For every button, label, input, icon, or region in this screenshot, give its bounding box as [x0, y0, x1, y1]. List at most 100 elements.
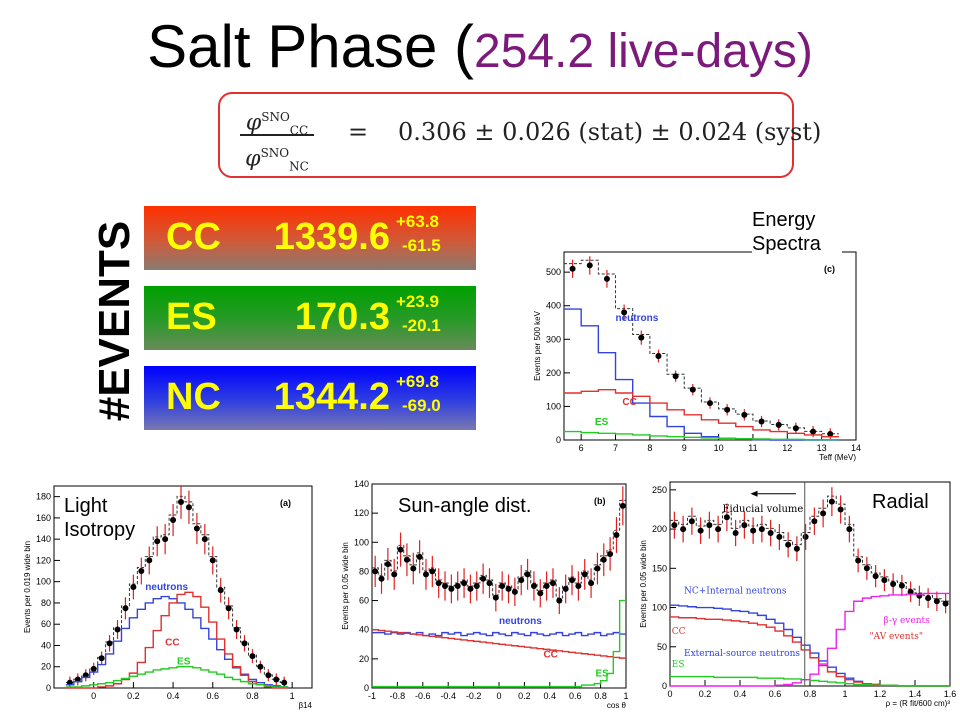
- radial-data-point-21: [855, 557, 862, 564]
- radial-data-point-8: [741, 522, 748, 529]
- energy-label-es: ES: [595, 417, 609, 428]
- radial-data-point-26: [898, 582, 905, 589]
- isotropy-y-tick-label-2: 40: [41, 640, 51, 650]
- sun-data-point-20: [499, 583, 506, 589]
- events-minus-nc: -69.0: [402, 396, 441, 415]
- radial-y-tick-label-5: 250: [652, 485, 667, 495]
- sun-x-tick-label-3: -0.4: [440, 691, 456, 701]
- energy-spectra-caption: Energy Spectra: [752, 208, 842, 256]
- events-box-cc: CC 1339.6 +63.8 -61.5: [144, 206, 476, 270]
- sun-x-tick-label-8: 0.6: [569, 691, 582, 701]
- sun-data-point-5: [403, 556, 410, 563]
- isotropy-x-tick-label-1: 0.2: [127, 691, 140, 701]
- isotropy-y-axis-label: Events per 0.019 wide bin: [23, 541, 32, 633]
- sun-data-point-13: [454, 583, 461, 589]
- radial-data-point-9: [750, 527, 757, 534]
- sun-y-axis-label: Events per 0.05 wide bin: [341, 542, 350, 630]
- slide-title: Salt Phase (254.2 live-days): [0, 12, 960, 87]
- energy-x-tick-label-1: 7: [613, 443, 618, 453]
- isotropy-data-point-23: [249, 653, 256, 660]
- radial-data-point-11: [767, 530, 774, 536]
- energy-data-point-0: [569, 265, 576, 272]
- radial-data-point-20: [846, 526, 853, 533]
- radial-series-events: [670, 592, 950, 687]
- radial-data-point-27: [907, 588, 914, 595]
- title-main: Salt Phase (: [147, 13, 474, 80]
- isotropy-panel-tag: (a): [280, 498, 291, 508]
- isotropy-y-tick-label-3: 60: [41, 619, 51, 629]
- sun-data-point-1: [378, 575, 385, 582]
- radial-data-point-6: [723, 514, 730, 521]
- sun-data-point-37: [607, 550, 614, 557]
- sun-series-cc: [372, 629, 626, 659]
- isotropy-data-point-21: [233, 626, 240, 633]
- isotropy-y-tick-label-1: 20: [41, 662, 51, 672]
- radial-data-point-15: [802, 533, 809, 540]
- energy-data-point-4: [638, 334, 645, 341]
- radial-chart: 0 0.2 0.4 0.6 0.8 1 1.2 1.4 1.6 0 50 100 150 200 250 ρ …: [639, 481, 956, 708]
- energy-y-tick-label-2: 200: [546, 368, 561, 378]
- sun-x-tick-label-5: 0: [496, 691, 501, 701]
- sun-data-point-34: [588, 580, 595, 587]
- sun-angle-caption: Sun-angle dist.: [398, 495, 532, 517]
- sun-x-axis-label: cos θ: [607, 701, 627, 710]
- radial-label-nc: NC+Internal neutrons: [684, 586, 787, 596]
- sun-data-point-32: [575, 583, 582, 589]
- radial-data-point-3: [697, 527, 704, 534]
- sun-data-point-39: [619, 502, 626, 509]
- energy-y-tick-label-5: 500: [546, 267, 561, 277]
- radial-x-tick-label-3: 0.6: [769, 689, 782, 699]
- sun-angle-chart: -1 -0.8 -0.6 -0.4 -0.2 0 0.2 0.4 0.6 0.8 1 0 20 40 60 8…: [341, 479, 629, 710]
- isotropy-data-point-15: [185, 504, 192, 511]
- events-label-cc: CC: [166, 216, 221, 258]
- isotropy-data-point-9: [138, 568, 145, 575]
- radial-y-tick-label-0: 0: [662, 681, 667, 691]
- radial-data-point-5: [715, 526, 722, 533]
- radial-data-point-2: [688, 518, 695, 525]
- isotropy-data-point-5: [106, 640, 113, 647]
- sun-label-neutrons: neutrons: [499, 616, 542, 627]
- sun-series-es: [372, 599, 626, 688]
- sun-data-point-18: [486, 580, 493, 587]
- radial-x-tick-label-2: 0.4: [734, 689, 747, 699]
- sun-data-point-25: [530, 583, 537, 589]
- den-sup: SNO: [260, 146, 290, 160]
- energy-y-tick-label-0: 0: [556, 435, 561, 445]
- events-value-cc: 1339.6: [273, 216, 390, 258]
- sun-data-point-14: [461, 580, 468, 587]
- radial-data-point-16: [811, 518, 818, 525]
- energy-data-point-13: [792, 425, 799, 432]
- isotropy-data-point-25: [265, 672, 272, 679]
- isotropy-data-point-18: [209, 557, 216, 564]
- radial-data-point-29: [925, 595, 932, 602]
- sun-x-tick-label-4: -0.2: [466, 691, 482, 701]
- sun-data-point-28: [549, 580, 556, 587]
- isotropy-data-point-7: [122, 605, 129, 612]
- sun-data-point-31: [569, 577, 576, 584]
- sun-data-point-30: [562, 585, 569, 592]
- radial-label-external: External-source neutrons: [684, 649, 800, 659]
- radial-data-point-23: [872, 573, 879, 580]
- isotropy-x-tick-label-0: 0: [91, 691, 96, 701]
- radial-data-point-1: [680, 526, 687, 533]
- radial-y-tick-label-2: 100: [652, 603, 667, 613]
- radial-label-beta-gamma: β-γ events: [884, 616, 931, 626]
- energy-y-tick-label-1: 100: [546, 401, 561, 411]
- radial-data-point-17: [820, 510, 827, 517]
- energy-label-cc: CC: [622, 397, 636, 408]
- sun-x-tick-label-6: 0.2: [518, 691, 531, 701]
- sun-data-point-35: [594, 565, 601, 572]
- radial-data-point-7: [732, 530, 739, 536]
- isotropy-label-neutrons: neutrons: [145, 582, 188, 593]
- radial-data-point-0: [671, 522, 678, 529]
- energy-data-point-6: [672, 373, 679, 380]
- radial-y-tick-label-1: 50: [657, 642, 667, 652]
- isotropy-label-es: ES: [177, 657, 191, 668]
- radial-x-tick-label-7: 1.4: [909, 689, 922, 699]
- energy-series-es: [564, 430, 839, 441]
- isotropy-series-cc: [65, 591, 289, 689]
- events-plus-nc: +69.8: [396, 372, 440, 391]
- events-minus-es: -20.1: [402, 316, 441, 335]
- sun-data-point-26: [537, 590, 544, 597]
- radial-panel: 0 0.2 0.4 0.6 0.8 1 1.2 1.4 1.6 0 50 100 150 200 250 ρ …: [639, 476, 956, 708]
